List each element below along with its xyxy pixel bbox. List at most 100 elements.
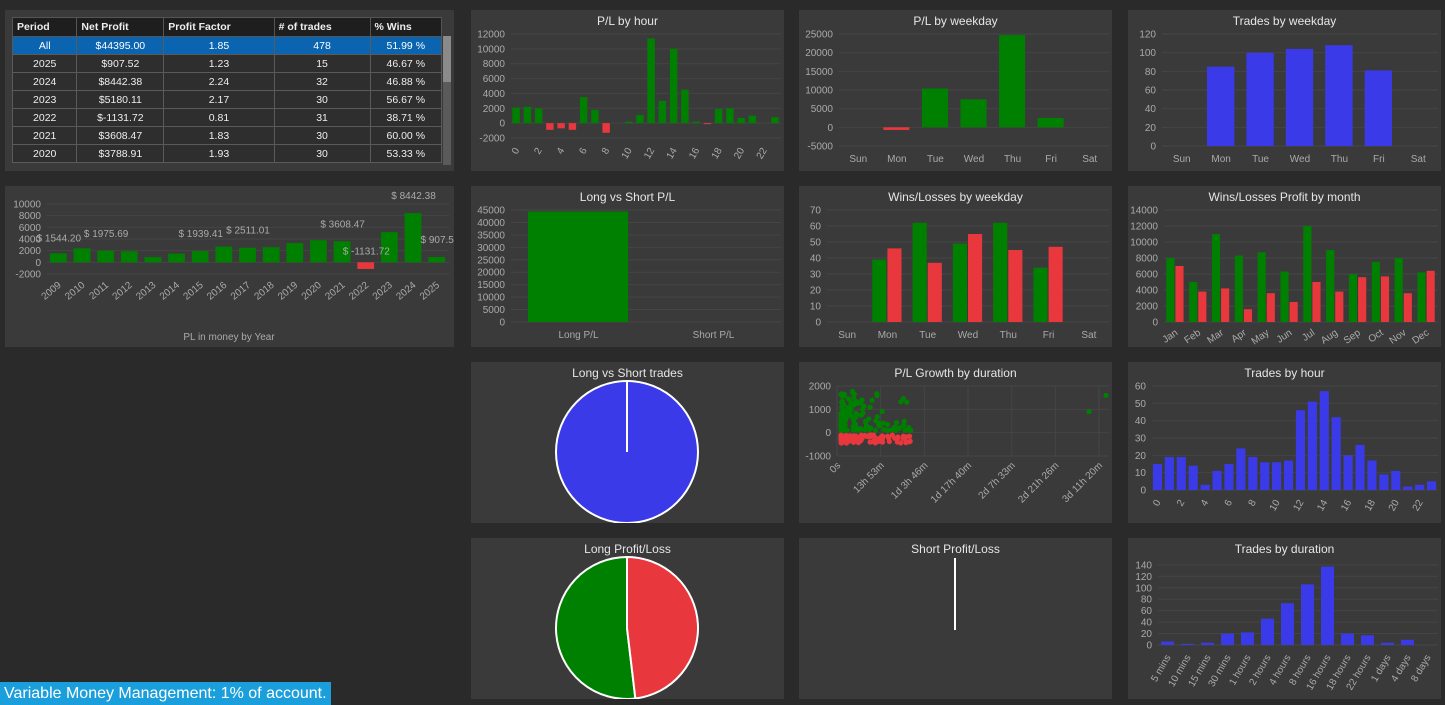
- bar: [1391, 470, 1401, 490]
- bar: [1164, 457, 1174, 490]
- x-tick-label: 2023: [371, 280, 395, 303]
- bar: [1415, 484, 1425, 490]
- y-tick-label: 2000: [483, 104, 506, 115]
- x-tick-label: Sat: [1081, 330, 1096, 341]
- data-label: $ 2511.01: [226, 226, 270, 237]
- scatter-point: [867, 404, 873, 410]
- bar: [215, 246, 233, 263]
- bar: [1008, 250, 1023, 322]
- bar: [1348, 274, 1358, 322]
- x-tick-label: Mar: [1205, 327, 1226, 346]
- x-tick-label: Jun: [1275, 327, 1295, 345]
- x-tick-label: Wed: [964, 154, 984, 165]
- scatter-point: [851, 438, 857, 444]
- bar: [658, 100, 667, 124]
- x-tick-label: Nov: [1388, 327, 1409, 346]
- x-tick-label: 16: [687, 146, 702, 162]
- bar: [1367, 460, 1377, 490]
- y-tick-label: 140: [1135, 560, 1152, 571]
- x-tick-label: Jul: [1300, 327, 1317, 343]
- table-cell: 2021: [11, 126, 78, 145]
- bar: [1381, 642, 1394, 645]
- bar: [1325, 45, 1353, 147]
- scatter-point: [876, 422, 882, 428]
- scatter-point: [898, 440, 904, 446]
- scatter-point: [901, 418, 907, 424]
- bar: [333, 241, 351, 263]
- x-tick-label: Fri: [1043, 330, 1055, 341]
- y-tick-label: 70: [810, 206, 822, 217]
- pl-by-weekday-chart: -5000 0 5000 10000 15000 20000 25000 Sun Mon Tue W…: [805, 30, 1109, 165]
- bar: [636, 114, 644, 124]
- bar: [1335, 291, 1344, 322]
- table-row[interactable]: All $44395.00 1.85 478 51.99 %: [11, 36, 443, 55]
- scatter-point: [872, 427, 879, 433]
- x-tick-label: 2013: [134, 280, 158, 303]
- y-tick-label: 40: [1145, 104, 1157, 115]
- table-body: All $44395.00 1.85 478 51.99 % 2025 $907.52 1.2…: [11, 36, 443, 163]
- pl-by-hour-panel: P/L by hour -2000 0 2000 4000 6000 8000 10000 1…: [471, 10, 784, 171]
- bar: [1289, 302, 1298, 322]
- data-label: $ 3608.47: [320, 219, 365, 230]
- bar: [546, 123, 554, 130]
- bar: [1241, 632, 1254, 645]
- bar: [952, 243, 967, 322]
- column-header[interactable]: # of trades: [273, 17, 371, 37]
- table-cell: 51.99 %: [369, 36, 443, 55]
- y-tick-label: 2000: [1136, 302, 1159, 313]
- table-cell: 46.67 %: [369, 54, 443, 73]
- table-cell: 1.85: [163, 36, 275, 55]
- column-header[interactable]: % Wins: [369, 17, 443, 37]
- table-row[interactable]: 2022 $-1131.72 0.81 31 38.71 %: [11, 108, 443, 127]
- wins-losses-profit-by-month-panel: Wins/Losses Profit by month 0 2000 4000 600…: [1128, 186, 1441, 347]
- x-tick-label: Jan: [1161, 327, 1181, 345]
- y-tick-label: 14000: [1130, 206, 1158, 217]
- column-header[interactable]: Net Profit: [76, 17, 165, 37]
- y-tick-label: 100: [1139, 48, 1156, 59]
- table-scrollbar[interactable]: [443, 36, 451, 165]
- x-tick-label: Fri: [1373, 154, 1385, 165]
- bar: [1037, 118, 1064, 128]
- table-row[interactable]: 2021 $3608.47 1.83 30 60.00 %: [11, 126, 443, 145]
- y-tick-label: 0: [1140, 486, 1146, 497]
- x-tick-label: 4: [555, 146, 568, 157]
- table-cell: 2.17: [163, 90, 275, 109]
- x-tick-label: 0: [510, 146, 523, 157]
- chart-title: P/L by hour: [597, 14, 658, 28]
- bar: [1303, 226, 1312, 322]
- x-tick-label: Mon: [1211, 154, 1230, 165]
- table-cell: $8442.38: [76, 72, 165, 91]
- table-row[interactable]: 2025 $907.52 1.23 15 46.67 %: [11, 54, 443, 73]
- bar: [1312, 282, 1321, 322]
- scatter-point: [877, 438, 883, 444]
- table-cell: 56.67 %: [369, 90, 443, 109]
- y-tick-label: 45000: [477, 206, 505, 217]
- scatter-point: [858, 398, 864, 404]
- y-tick-label: 0: [827, 123, 833, 134]
- table-cell: 46.88 %: [369, 72, 443, 91]
- wins-losses-by-weekday-panel: Wins/Losses by weekday 0 10 20 30 40 50 60 70 Su…: [799, 186, 1112, 347]
- bar: [872, 259, 887, 322]
- bar: [1260, 462, 1270, 490]
- table-row[interactable]: 2020 $3788.91 1.93 30 53.33 %: [11, 144, 443, 163]
- chart-title: Long Profit/Loss: [584, 542, 671, 556]
- scatter-point: [863, 418, 869, 424]
- scatter-point: [859, 435, 865, 442]
- column-header[interactable]: Profit Factor: [163, 17, 275, 37]
- y-tick-label: 8000: [483, 59, 506, 70]
- y-tick-label: 80: [1145, 67, 1157, 78]
- table-row[interactable]: 2023 $5180.11 2.17 30 56.67 %: [11, 90, 443, 109]
- bar: [1201, 642, 1214, 645]
- x-tick-label: Aug: [1319, 327, 1340, 346]
- scatter-point: [879, 408, 885, 414]
- y-tick-label: 50: [810, 238, 822, 249]
- x-tick-label: Thu: [1331, 154, 1348, 165]
- long-vs-short-pl-panel: Long vs Short P/L 0 5000 10000 15000 20000 25…: [471, 186, 784, 347]
- scrollbar-thumb[interactable]: [443, 36, 451, 82]
- bar: [120, 251, 138, 263]
- x-tick-label: 4: [1199, 498, 1212, 509]
- scatter-point: [839, 419, 846, 425]
- scatter-point: [893, 419, 900, 426]
- column-header[interactable]: Period: [11, 17, 78, 37]
- table-row[interactable]: 2024 $8442.38 2.24 32 46.88 %: [11, 72, 443, 91]
